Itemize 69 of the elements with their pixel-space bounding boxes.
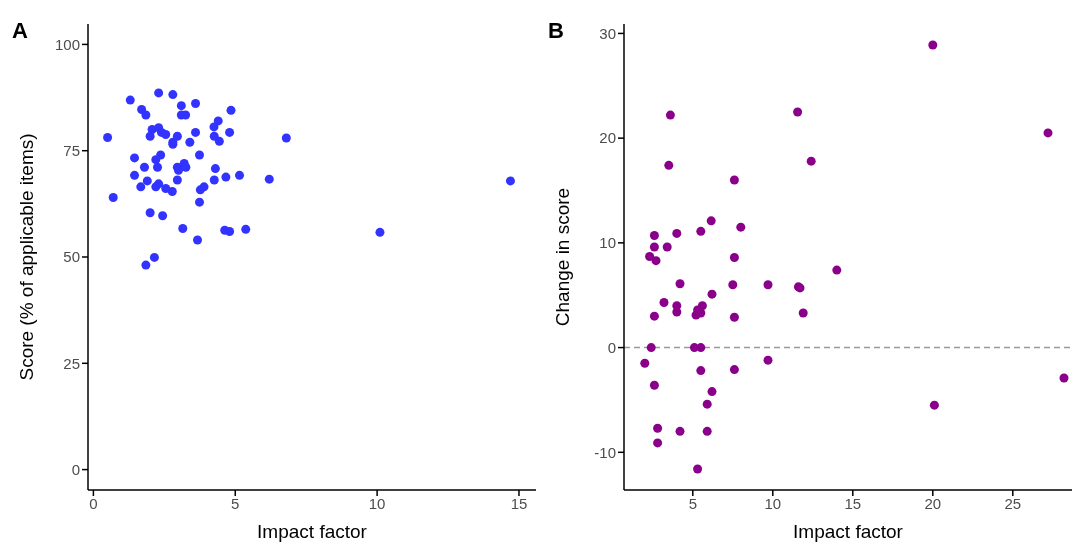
point <box>649 311 659 321</box>
point <box>696 343 706 353</box>
point <box>665 110 675 120</box>
point <box>702 426 712 436</box>
y-tick-label: 100 <box>54 35 80 53</box>
point <box>675 426 685 436</box>
y-tick-label: 10 <box>599 234 616 252</box>
x-tick-label: 15 <box>510 494 528 512</box>
point <box>664 160 674 170</box>
y-tick-label: 30 <box>599 24 616 42</box>
point <box>649 380 659 390</box>
point <box>696 226 706 236</box>
point <box>763 280 773 290</box>
y-tick-label: 20 <box>599 129 616 147</box>
x-tick-label: 10 <box>764 494 782 512</box>
point <box>928 40 938 50</box>
y-tick-label: 0 <box>71 460 80 478</box>
point <box>707 289 717 299</box>
point <box>640 358 650 368</box>
point <box>651 256 661 266</box>
x-axis-title: Impact factor <box>793 521 904 542</box>
y-tick-label: 0 <box>607 338 616 356</box>
point <box>649 242 659 252</box>
x-tick-label: 15 <box>844 494 862 512</box>
y-axis-title: Score (% of applicable items) <box>15 133 37 381</box>
x-tick-label: 25 <box>1004 494 1022 512</box>
x-tick-label: 0 <box>89 494 98 512</box>
x-tick-label: 20 <box>924 494 942 512</box>
x-tick-label: 5 <box>231 494 240 512</box>
point <box>653 438 663 448</box>
point <box>646 343 656 353</box>
chart-title: B <box>548 18 564 44</box>
x-tick-label: 10 <box>368 494 386 512</box>
point <box>653 423 663 433</box>
y-tick-label: 75 <box>63 142 80 160</box>
point <box>672 307 682 317</box>
y-tick-label: -10 <box>594 443 616 461</box>
point <box>729 253 739 263</box>
point <box>1059 373 1069 383</box>
point <box>662 242 672 252</box>
point <box>793 107 803 117</box>
x-axis-title: Impact factor <box>257 521 368 542</box>
y-axis-title: Change in score <box>551 187 573 327</box>
point <box>929 400 939 410</box>
point <box>691 310 701 320</box>
chart-title: A <box>12 18 28 44</box>
point <box>649 231 659 241</box>
point <box>706 216 716 226</box>
y-tick-label: 25 <box>63 354 80 372</box>
point <box>806 156 816 166</box>
point <box>645 251 655 261</box>
point <box>729 312 739 322</box>
point <box>832 265 842 275</box>
point <box>659 298 669 308</box>
point <box>729 365 739 375</box>
x-tick-label: 5 <box>688 494 697 512</box>
point <box>798 308 808 318</box>
point <box>736 222 746 232</box>
y-tick-label: 50 <box>63 248 80 266</box>
point <box>702 399 712 409</box>
point <box>707 387 717 397</box>
point <box>1043 128 1053 138</box>
point <box>693 464 703 474</box>
point <box>728 280 738 290</box>
point <box>729 175 739 185</box>
point <box>763 355 773 365</box>
point <box>696 366 706 376</box>
point <box>675 279 685 289</box>
point <box>672 228 682 238</box>
